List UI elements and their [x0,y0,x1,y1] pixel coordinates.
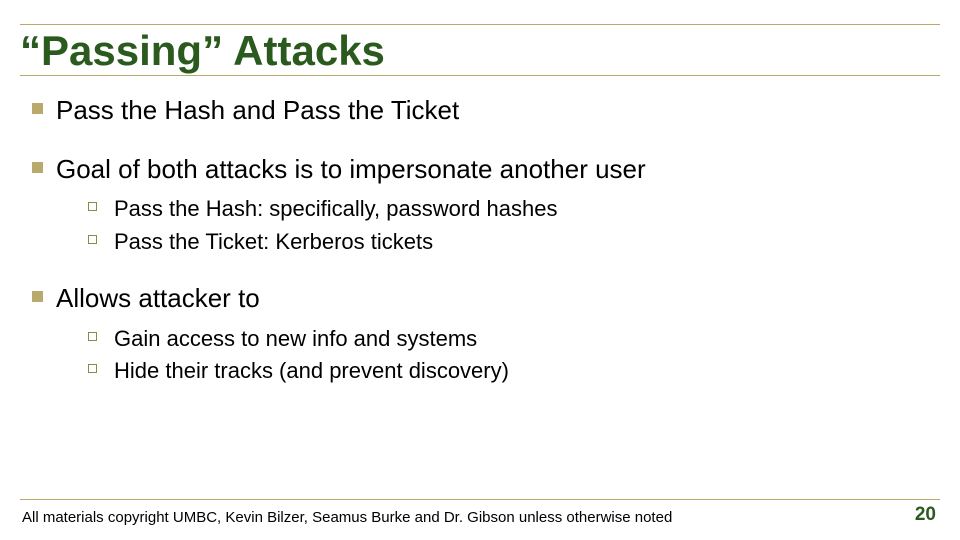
outline-square-icon [88,332,97,341]
slide-title: “Passing” Attacks [20,25,940,75]
bullet-list-l2: Pass the Hash: specifically, password ha… [56,195,940,256]
square-bullet-icon [32,291,43,302]
bullet-list-l2: Gain access to new info and systems Hide… [56,325,940,386]
list-item: Gain access to new info and systems [88,325,940,354]
page-number: 20 [915,504,936,526]
list-item: Hide their tracks (and prevent discovery… [88,357,940,386]
footer-copyright: All materials copyright UMBC, Kevin Bilz… [22,509,672,526]
slide-content: Pass the Hash and Pass the Ticket Goal o… [20,94,940,386]
outline-square-icon [88,235,97,244]
outline-square-icon [88,202,97,211]
footer-rule [20,499,940,500]
bullet-text: Goal of both attacks is to impersonate a… [56,154,646,184]
list-item: Allows attacker to Gain access to new in… [26,282,940,386]
list-item: Pass the Hash: specifically, password ha… [88,195,940,224]
sub-bullet-text: Gain access to new info and systems [114,326,477,351]
title-rule-bottom [20,75,940,76]
list-item: Pass the Ticket: Kerberos tickets [88,228,940,257]
sub-bullet-text: Pass the Ticket: Kerberos tickets [114,229,433,254]
list-item: Goal of both attacks is to impersonate a… [26,153,940,257]
bullet-list-l1: Pass the Hash and Pass the Ticket Goal o… [26,94,940,386]
sub-bullet-text: Pass the Hash: specifically, password ha… [114,196,557,221]
bullet-text: Pass the Hash and Pass the Ticket [56,95,459,125]
bullet-text: Allows attacker to [56,283,260,313]
list-item: Pass the Hash and Pass the Ticket [26,94,940,127]
square-bullet-icon [32,103,43,114]
slide: “Passing” Attacks Pass the Hash and Pass… [0,0,960,540]
sub-bullet-text: Hide their tracks (and prevent discovery… [114,358,509,383]
outline-square-icon [88,364,97,373]
square-bullet-icon [32,162,43,173]
